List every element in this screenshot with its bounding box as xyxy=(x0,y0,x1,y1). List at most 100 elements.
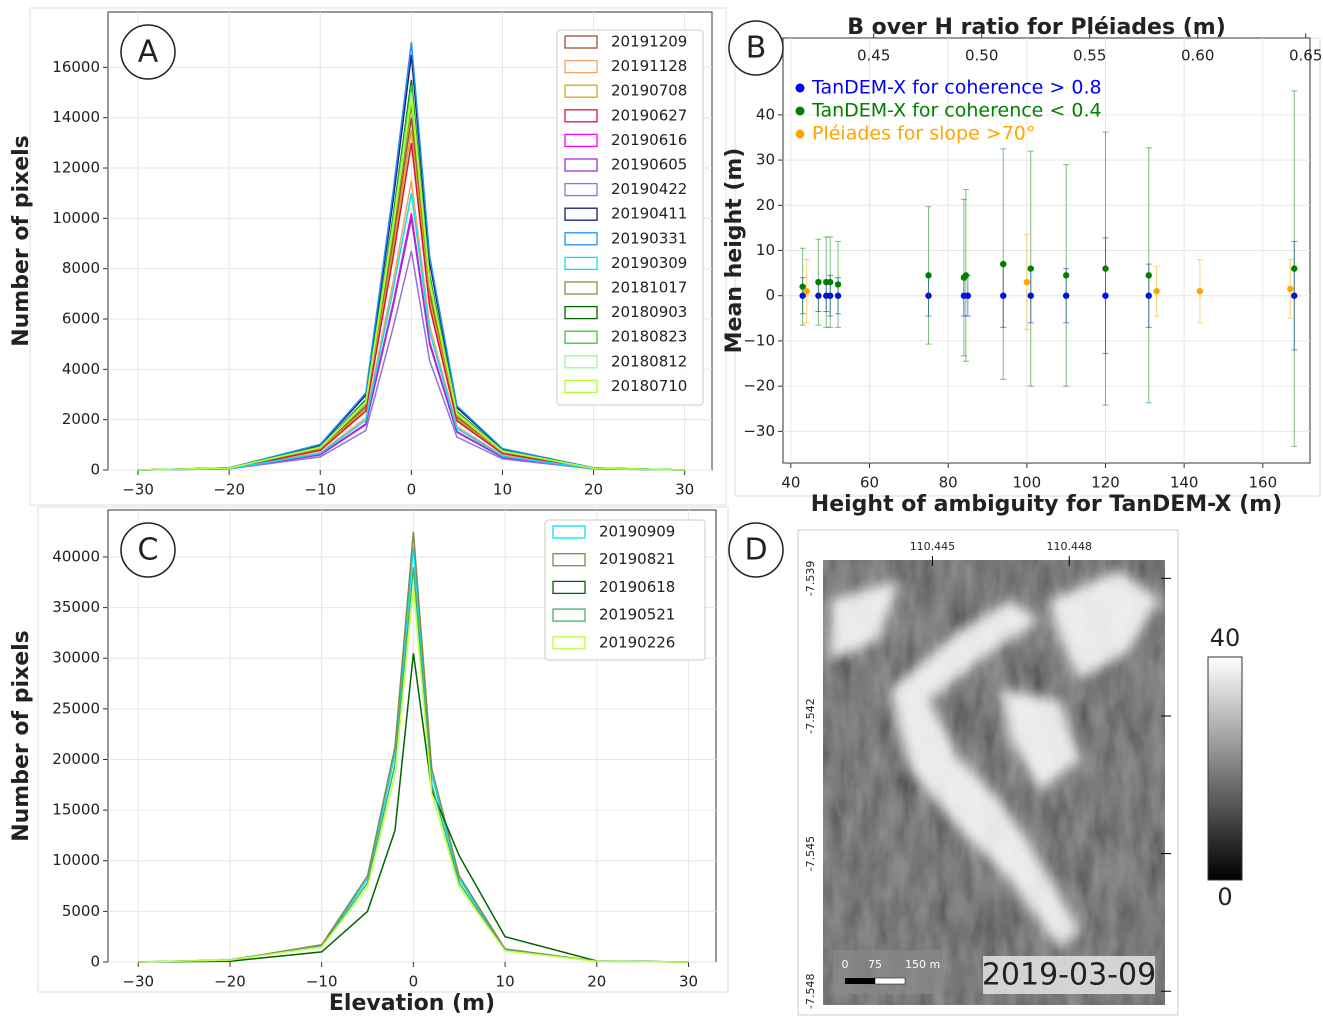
point xyxy=(834,281,842,288)
x-tick-label: 40 xyxy=(781,474,800,492)
legend-swatch xyxy=(564,355,598,369)
x2-axis-label: B over H ratio for Pléiades (m) xyxy=(847,15,1226,40)
legend-label: 20190627 xyxy=(611,106,687,124)
date-box xyxy=(983,956,1155,994)
x-tick-label: −10 xyxy=(304,481,336,499)
x-tick-label: 160 xyxy=(1248,474,1277,492)
x2-tick-label: 0.50 xyxy=(965,47,998,65)
legend-swatch xyxy=(564,84,598,98)
legend-swatch xyxy=(564,59,598,74)
scale-bar-label: 75 xyxy=(868,958,882,971)
x-tick-label: 30 xyxy=(679,973,698,991)
x-tick-label: 20 xyxy=(584,481,603,499)
y-tick-label: 35000 xyxy=(52,598,100,616)
scale-bar-black xyxy=(845,978,875,984)
legend-label: TanDEM-X for coherence > 0.8 xyxy=(811,77,1102,99)
legend-swatch xyxy=(564,158,598,172)
series-line xyxy=(138,250,685,471)
point xyxy=(799,283,806,290)
x-tick-label: 110.448 xyxy=(1046,540,1092,553)
legend-label: 20190521 xyxy=(599,606,675,624)
panel-border xyxy=(29,7,727,506)
legend-swatch xyxy=(564,379,598,394)
x-axis-label: Height of ambiguity for TanDEM-X (m) xyxy=(811,492,1282,517)
scale-bar-box xyxy=(833,950,940,994)
legend-label: 20190331 xyxy=(611,229,687,247)
y-tick-label: 10 xyxy=(756,241,775,259)
y-tick-label: -7.542 xyxy=(804,698,817,733)
x-tick-label: −30 xyxy=(122,481,154,499)
scale-bar-label: 0 xyxy=(842,958,849,971)
legend-swatch xyxy=(564,133,598,148)
panel-label-circle xyxy=(120,24,176,80)
map-bright-areas xyxy=(830,570,1160,950)
y-tick-label: 30000 xyxy=(52,649,100,667)
point xyxy=(1145,272,1152,279)
legend-label: 20180812 xyxy=(611,352,687,370)
y-tick-label: 8000 xyxy=(62,259,100,277)
y-tick-label: 16000 xyxy=(52,58,100,76)
y-tick-label: 40 xyxy=(756,105,775,123)
series-line xyxy=(138,42,685,471)
x2-tick-label: 0.65 xyxy=(1289,47,1322,65)
y-tick-label: -7.548 xyxy=(804,974,817,1009)
legend-marker xyxy=(795,83,805,93)
legend-marker xyxy=(795,106,805,116)
point xyxy=(1291,265,1298,272)
series-line xyxy=(138,193,685,471)
series-line xyxy=(138,531,689,963)
point xyxy=(815,278,822,286)
y-tick-label: 4000 xyxy=(62,360,100,378)
panel-border xyxy=(37,506,729,993)
x-tick-label: 10 xyxy=(496,973,515,991)
legend-swatch xyxy=(564,35,598,49)
x2-tick-label: 0.45 xyxy=(857,47,890,65)
legend-label: 20180710 xyxy=(611,377,687,395)
legend-swatch xyxy=(564,232,598,246)
y-tick-label: 10000 xyxy=(52,851,100,869)
legend-label: 20190616 xyxy=(611,131,687,149)
y-tick-label: 20000 xyxy=(52,750,100,768)
legend-swatch xyxy=(564,330,598,344)
legend-label: 20190422 xyxy=(611,180,687,198)
point xyxy=(925,272,932,279)
legend-label: 20190821 xyxy=(599,550,675,568)
x-tick-label: 120 xyxy=(1091,474,1120,492)
point xyxy=(803,287,810,295)
legend-swatch xyxy=(552,608,586,622)
panel-label: D xyxy=(744,533,767,568)
x-tick-label: 30 xyxy=(675,481,694,499)
x-tick-label: 20 xyxy=(587,973,606,991)
legend-swatch xyxy=(564,281,598,295)
point xyxy=(1023,278,1031,286)
y-tick-label: 2000 xyxy=(62,410,100,428)
legend-label: 20190618 xyxy=(599,578,675,596)
x-tick-label: 110.445 xyxy=(910,540,956,553)
y-tick-label: 0 xyxy=(765,286,775,304)
map-image xyxy=(823,560,1165,1005)
y-tick-label: 40000 xyxy=(52,547,100,565)
y-tick-label: 25000 xyxy=(52,699,100,717)
panel-label: C xyxy=(138,533,159,568)
colorbar xyxy=(1207,656,1243,881)
legend-swatch xyxy=(552,553,586,567)
panel-label: B xyxy=(746,31,767,66)
y-axis-label: Number of pixels xyxy=(9,630,34,842)
x-tick-label: −30 xyxy=(122,973,154,991)
x-tick-label: −10 xyxy=(306,973,338,991)
legend-label: 20190411 xyxy=(611,205,687,223)
x-tick-label: 60 xyxy=(860,474,879,492)
colorbar-tick-label: 40 xyxy=(1210,624,1241,652)
x-tick-label: 0 xyxy=(407,481,417,499)
panel-label-circle xyxy=(120,522,176,578)
legend-label: 20191128 xyxy=(611,57,687,75)
series-line xyxy=(138,218,685,471)
legend-marker xyxy=(795,129,805,139)
x-tick-label: −20 xyxy=(213,481,245,499)
legend-label: 20180903 xyxy=(611,303,687,321)
point xyxy=(1287,285,1294,293)
scale-bar-label: 150 m xyxy=(905,958,940,971)
x-tick-label: 100 xyxy=(1013,474,1042,492)
legend-swatch xyxy=(564,305,598,320)
